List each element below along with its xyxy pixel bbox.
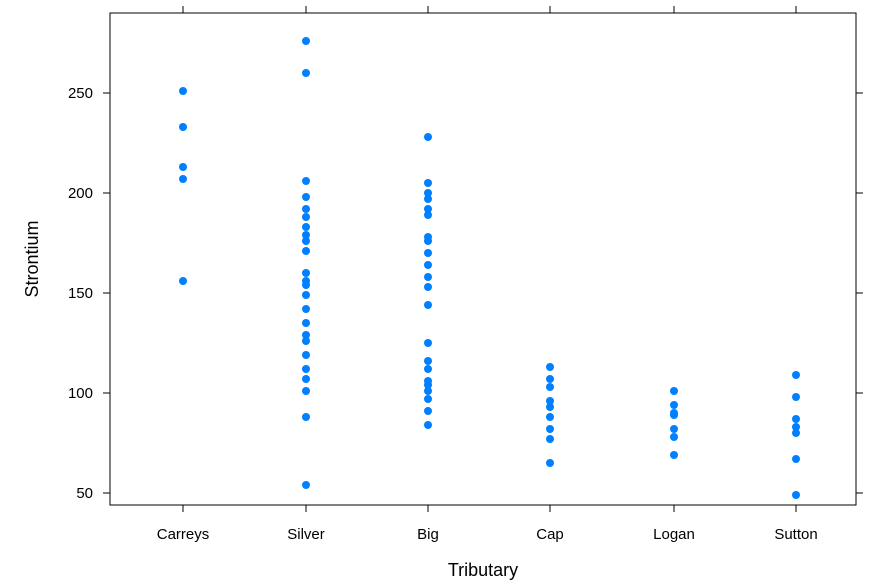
y-tick-label: 200 — [68, 185, 93, 202]
data-point — [302, 331, 310, 339]
data-point — [302, 223, 310, 231]
data-point — [424, 249, 432, 257]
data-point — [302, 337, 310, 345]
data-point — [792, 423, 800, 431]
data-point — [424, 195, 432, 203]
data-point — [424, 273, 432, 281]
y-axis-title: Strontium — [22, 220, 42, 297]
data-point — [302, 481, 310, 489]
x-tick-label: Logan — [653, 526, 695, 543]
data-point — [302, 291, 310, 299]
data-point — [424, 381, 432, 389]
data-point — [424, 301, 432, 309]
x-tick-label: Carreys — [157, 526, 210, 543]
data-point — [546, 435, 554, 443]
data-point — [424, 421, 432, 429]
data-point — [424, 357, 432, 365]
data-point — [792, 393, 800, 401]
y-tick-label: 100 — [68, 385, 93, 402]
data-point — [792, 415, 800, 423]
data-point — [302, 387, 310, 395]
data-point — [302, 177, 310, 185]
data-point — [670, 451, 678, 459]
data-point — [302, 413, 310, 421]
data-point — [792, 455, 800, 463]
data-point — [546, 403, 554, 411]
data-point — [302, 237, 310, 245]
data-point — [670, 401, 678, 409]
data-point — [424, 261, 432, 269]
data-point — [302, 375, 310, 383]
x-tick-label: Silver — [287, 526, 325, 543]
x-axis-title: Tributary — [448, 560, 518, 580]
data-point — [302, 69, 310, 77]
data-point — [302, 37, 310, 45]
data-point — [424, 407, 432, 415]
data-point — [302, 213, 310, 221]
data-point — [670, 411, 678, 419]
x-axis: Carreys Silver Big Cap Logan Sutton — [157, 6, 818, 543]
data-point — [302, 231, 310, 239]
data-point — [302, 247, 310, 255]
data-points — [179, 37, 800, 499]
data-point — [670, 425, 678, 433]
y-tick-label: 50 — [76, 485, 93, 502]
data-point — [670, 433, 678, 441]
x-tick-label: Sutton — [774, 526, 817, 543]
data-point — [424, 387, 432, 395]
data-point — [302, 319, 310, 327]
data-point — [546, 363, 554, 371]
data-point — [424, 283, 432, 291]
data-point — [424, 237, 432, 245]
data-point — [424, 395, 432, 403]
data-point — [424, 365, 432, 373]
data-point — [302, 305, 310, 313]
data-point — [302, 205, 310, 213]
data-point — [424, 211, 432, 219]
data-point — [546, 375, 554, 383]
data-point — [179, 87, 187, 95]
data-point — [546, 397, 554, 405]
x-tick-label: Cap — [536, 526, 564, 543]
data-point — [424, 205, 432, 213]
data-point — [792, 371, 800, 379]
data-point — [424, 339, 432, 347]
data-point — [302, 193, 310, 201]
data-point — [302, 365, 310, 373]
data-point — [302, 351, 310, 359]
data-point — [179, 163, 187, 171]
data-point — [792, 491, 800, 499]
data-point — [302, 269, 310, 277]
data-point — [302, 281, 310, 289]
data-point — [792, 429, 800, 437]
data-point — [546, 383, 554, 391]
data-point — [546, 459, 554, 467]
data-point — [670, 387, 678, 395]
x-tick-label: Big — [417, 526, 439, 543]
data-point — [179, 123, 187, 131]
data-point — [546, 425, 554, 433]
data-point — [546, 413, 554, 421]
y-tick-label: 250 — [68, 85, 93, 102]
data-point — [179, 175, 187, 183]
plot-frame — [109, 12, 857, 506]
data-point — [424, 133, 432, 141]
data-point — [424, 179, 432, 187]
data-point — [179, 277, 187, 285]
data-point — [424, 189, 432, 197]
y-axis: 50 100 150 200 250 — [68, 85, 863, 502]
y-tick-label: 150 — [68, 285, 93, 302]
